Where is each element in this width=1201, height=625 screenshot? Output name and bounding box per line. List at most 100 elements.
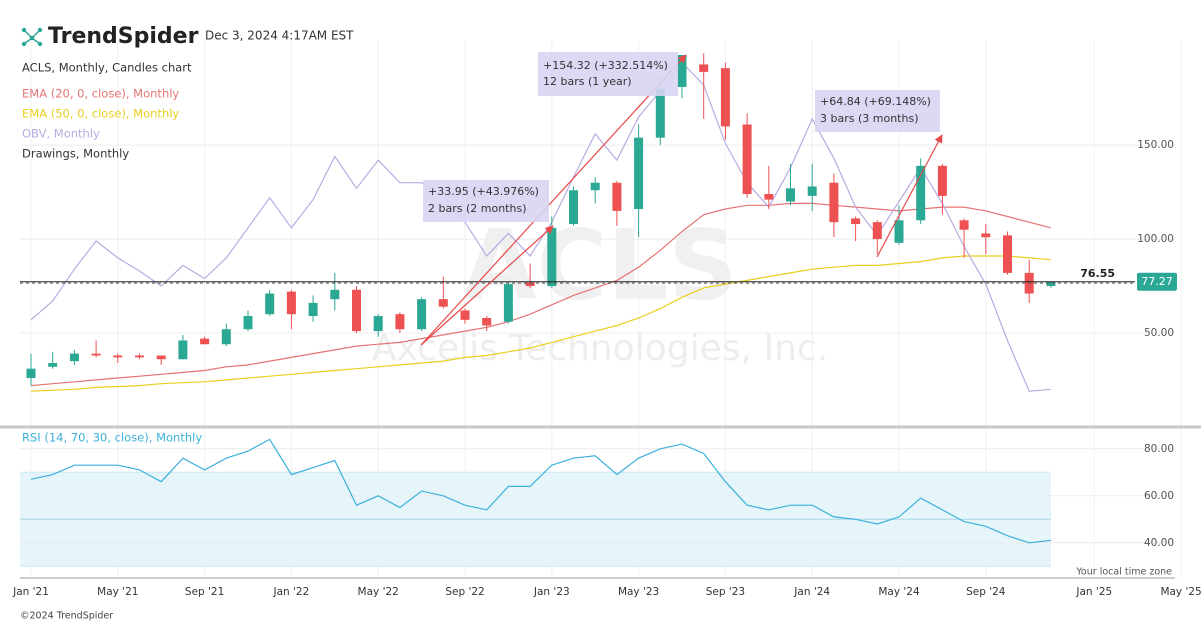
- last-price-tag: [1137, 272, 1177, 291]
- candle-body: [373, 316, 383, 332]
- candle-body: [851, 218, 861, 225]
- candle-body: [113, 355, 123, 358]
- x-tick-label: Sep '21: [185, 586, 224, 598]
- x-tick-label: Jan '25: [1075, 586, 1112, 598]
- candle-body: [894, 220, 904, 243]
- x-tick-label: Sep '23: [706, 586, 745, 598]
- x-tick-label: May '22: [358, 586, 399, 598]
- legend-entry: EMA (20, 0, close), Monthly: [22, 87, 179, 101]
- candle-body: [916, 165, 926, 221]
- legend-entry: OBV, Monthly: [22, 127, 100, 141]
- x-tick-label: May '21: [97, 586, 138, 598]
- x-tick-label: Jan '23: [533, 586, 570, 598]
- arrow: [876, 134, 943, 258]
- candle-body: [547, 227, 557, 287]
- rsi-line: [30, 438, 1051, 544]
- candle-body: [807, 186, 817, 196]
- candle-body: [69, 353, 79, 362]
- candle-body: [1003, 235, 1012, 273]
- x-tick-label: May '25: [1160, 586, 1201, 598]
- plot: Jan '21 May '21 Sep '21 Jan '22 May '22 Sep '…: [12, 40, 1201, 598]
- candle-body: [438, 299, 448, 307]
- candle-body: [612, 182, 622, 211]
- annotation-text: +64.84 (+69.148%): [820, 95, 931, 108]
- candle-body: [525, 282, 535, 287]
- arrow: [420, 54, 687, 346]
- rsi-title: RSI (14, 70, 30, close), Monthly: [22, 431, 202, 445]
- candle-body: [265, 293, 275, 315]
- candle-body: [417, 299, 427, 330]
- logo: [21, 27, 43, 47]
- legend-drawings: Drawings, Monthly: [22, 147, 129, 161]
- y-tick-label: 100.00: [1137, 233, 1174, 245]
- candle-body: [243, 316, 253, 330]
- candle-body: [786, 188, 795, 202]
- candle-body: [156, 355, 166, 360]
- candle-body: [872, 222, 882, 240]
- brand: TrendSpider: [48, 24, 199, 49]
- y-tick-label: 60.00: [1144, 490, 1174, 502]
- x-tick-label: Jan '22: [273, 586, 310, 598]
- candle-body: [460, 310, 470, 320]
- candle-body: [48, 363, 58, 367]
- x-tick-label: Sep '22: [445, 586, 484, 598]
- copyright: ©2024 TrendSpider: [20, 611, 113, 622]
- candle-body: [981, 233, 991, 238]
- candle-body: [178, 340, 188, 360]
- arrow: [420, 225, 554, 346]
- candle-body: [221, 329, 231, 345]
- candle-body: [482, 317, 492, 326]
- overlay-line: [30, 202, 1052, 387]
- drawings: +33.95 (+43.976%) 2 bars (2 months) +154…: [420, 52, 943, 346]
- legend-title: ACLS, Monthly, Candles chart: [22, 61, 192, 75]
- candle-body: [720, 68, 730, 127]
- candle-body: [742, 124, 752, 194]
- annotation-box: [538, 52, 678, 96]
- timestamp: Dec 3, 2024 4:17AM EST: [205, 29, 354, 43]
- candle-body: [26, 368, 36, 379]
- last-price-label: 77.27: [1141, 275, 1173, 288]
- candle-body: [569, 190, 578, 225]
- candle-body: [308, 302, 318, 317]
- watermark: ACLS: [462, 209, 737, 321]
- candle-body: [959, 220, 969, 230]
- x-tick-label: May '23: [618, 586, 659, 598]
- candle-body: [764, 194, 774, 200]
- y-tick-label: 80.00: [1144, 443, 1174, 455]
- candle-body: [699, 64, 709, 72]
- annotation-box: [423, 180, 549, 222]
- x-tick-label: Jan '21: [12, 586, 49, 598]
- candle-body: [330, 289, 340, 300]
- candle-body: [200, 338, 210, 345]
- candle-body: [135, 355, 144, 358]
- candle-body: [395, 314, 405, 330]
- candle-body: [829, 182, 839, 223]
- y-tick-label: 150.00: [1137, 139, 1174, 151]
- annotation-subtext: 12 bars (1 year): [543, 75, 632, 88]
- y-tick-label: 40.00: [1144, 537, 1174, 549]
- overlay-line: [30, 255, 1051, 392]
- price-line-label: 76.55: [1080, 267, 1115, 280]
- x-tick-label: May '24: [878, 586, 920, 598]
- candle-body: [634, 137, 644, 210]
- candle-body: [937, 165, 947, 196]
- candle-body: [655, 88, 665, 138]
- candle-body: [677, 55, 687, 87]
- x-tick-label: Sep '24: [966, 586, 1006, 598]
- legend-entry: EMA (50, 0, close), Monthly: [22, 107, 179, 121]
- x-tick-label: Jan '24: [793, 586, 830, 598]
- candle-body: [590, 182, 600, 191]
- candle-body: [286, 291, 296, 315]
- candle-body: [91, 353, 101, 356]
- candle-body: [352, 289, 361, 332]
- watermark-subtitle: Axcelis Technologies, Inc.: [372, 328, 828, 369]
- annotation-text: +33.95 (+43.976%): [428, 185, 539, 198]
- annotation-box: [815, 90, 940, 132]
- timezone: Your local time zone: [1075, 567, 1172, 578]
- candle-body: [1046, 281, 1056, 287]
- candle-body: [503, 284, 513, 322]
- annotation-subtext: 3 bars (3 months): [820, 112, 918, 125]
- annotation-text: +154.32 (+332.514%): [543, 59, 668, 72]
